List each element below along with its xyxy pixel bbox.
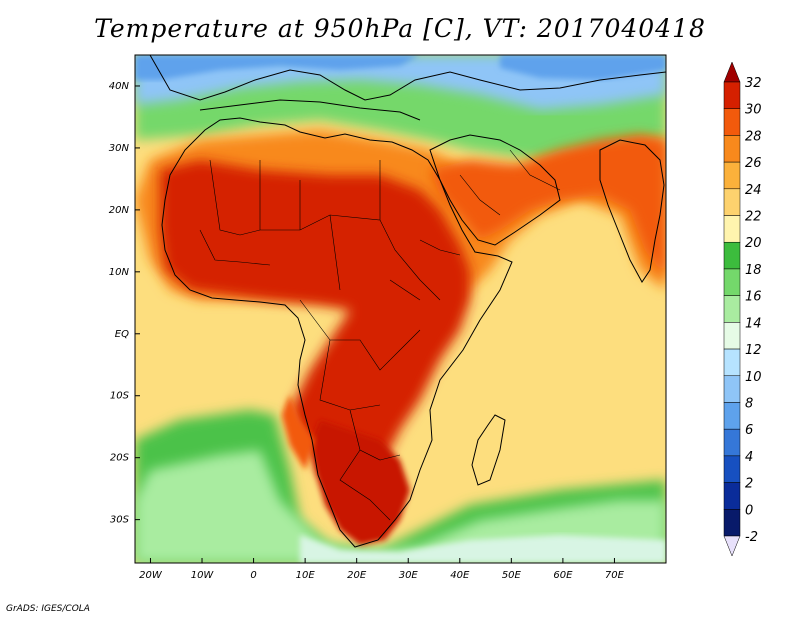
- lat-tick-label: 20N: [109, 205, 130, 216]
- colorbar-band: [723, 322, 741, 350]
- lon-tick-label: 30E: [399, 570, 419, 581]
- lon-tick-label: 60E: [553, 570, 573, 581]
- colorbar-label: 30: [745, 103, 762, 118]
- colorbar-label: -2: [745, 530, 758, 545]
- colorbar-label: 14: [745, 316, 762, 331]
- colorbar-band: [723, 268, 741, 296]
- india-coastline: [599, 139, 665, 283]
- longitude-ticks: 20W 10W 0 10E 20E 30E 40E 50E 60E 70E: [139, 558, 625, 581]
- colorbar-top-triangle: [723, 61, 741, 83]
- lat-tick-label: EQ: [115, 329, 129, 340]
- sahel-hot: [160, 160, 470, 520]
- mediterranean-south: [199, 99, 421, 121]
- arabia-orange: [430, 135, 666, 280]
- colorbar-band: [723, 161, 741, 190]
- temperature-field: [135, 55, 666, 563]
- border-lines: [199, 149, 561, 521]
- coastlines: [149, 55, 666, 548]
- colorbar-band: [723, 402, 741, 430]
- lon-tick-label: 20E: [347, 570, 367, 581]
- colorbar-label: 0: [745, 503, 753, 518]
- colorbar-label: 24: [745, 183, 762, 198]
- lat-tick-label: 30S: [110, 515, 130, 526]
- colorbar-label: 8: [745, 396, 753, 411]
- colorbar-bottom-triangle: [723, 535, 741, 557]
- lat-tick-label: 10S: [110, 391, 130, 402]
- lat-tick-label: 40N: [109, 81, 130, 92]
- footer-credit: GrADS: IGES/COLA: [6, 604, 90, 614]
- colorbar-band: [723, 482, 741, 510]
- southern-africa-hot: [312, 420, 410, 545]
- equatorial-orange: [282, 395, 315, 470]
- colorbar-band: [723, 295, 741, 323]
- colorbar-band: [723, 509, 741, 537]
- colorbar-label: 10: [745, 370, 762, 385]
- colorbar-label: 12: [745, 343, 762, 358]
- lat-tick-label: 10N: [109, 267, 130, 278]
- country-borders: [199, 149, 561, 521]
- map-frame: [134, 54, 667, 564]
- colorbar-band: [723, 188, 741, 216]
- africa-coastline: [161, 117, 513, 548]
- lon-tick-label: 50E: [502, 570, 522, 581]
- madagascar-coastline: [471, 414, 506, 486]
- cold-far-south: [300, 535, 666, 563]
- colorbar-label: 20: [745, 236, 762, 251]
- colorbar-label: 6: [745, 423, 753, 438]
- colorbar-band: [723, 455, 741, 483]
- ne-teal: [500, 55, 666, 80]
- colorbar-label: 28: [745, 129, 762, 144]
- colorbar-band: [723, 108, 741, 136]
- colorbar-label: 2: [745, 477, 753, 492]
- lon-tick-label: 70E: [605, 570, 625, 581]
- colorbar-band: [723, 215, 741, 243]
- colorbar-label: 26: [745, 156, 762, 171]
- lon-tick-label: 0: [250, 570, 256, 581]
- plot-title: Temperature at 950hPa [C], VT: 201704041…: [94, 14, 706, 43]
- lat-tick-label: 30N: [109, 143, 130, 154]
- far-north-blue: [135, 55, 420, 80]
- cool-sw-light: [135, 450, 666, 563]
- colorbar-band: [723, 348, 741, 377]
- colorbar-band: [723, 135, 741, 163]
- colorbar-label: 32: [745, 76, 762, 91]
- colorbar-band: [723, 375, 741, 403]
- colorbar-band: [723, 428, 741, 457]
- colorbar-label: 22: [745, 210, 762, 225]
- lon-tick-label: 40E: [450, 570, 470, 581]
- arabia-coastline: [429, 134, 561, 246]
- lon-tick-label: 10W: [191, 570, 215, 581]
- europe-coastline: [149, 55, 666, 101]
- colorbar-label: 4: [745, 450, 753, 465]
- lon-tick-label: 20W: [139, 570, 163, 581]
- colorbar-label: 18: [745, 263, 762, 278]
- colorbar-band: [723, 241, 741, 270]
- lat-tick-label: 20S: [110, 453, 130, 464]
- colorbar-band: [723, 81, 741, 109]
- latitude-ticks: 40N 30N 20N 10N EQ 10S 20S 30S: [109, 81, 140, 526]
- colorbar-label: 16: [745, 290, 762, 305]
- lon-tick-label: 10E: [296, 570, 316, 581]
